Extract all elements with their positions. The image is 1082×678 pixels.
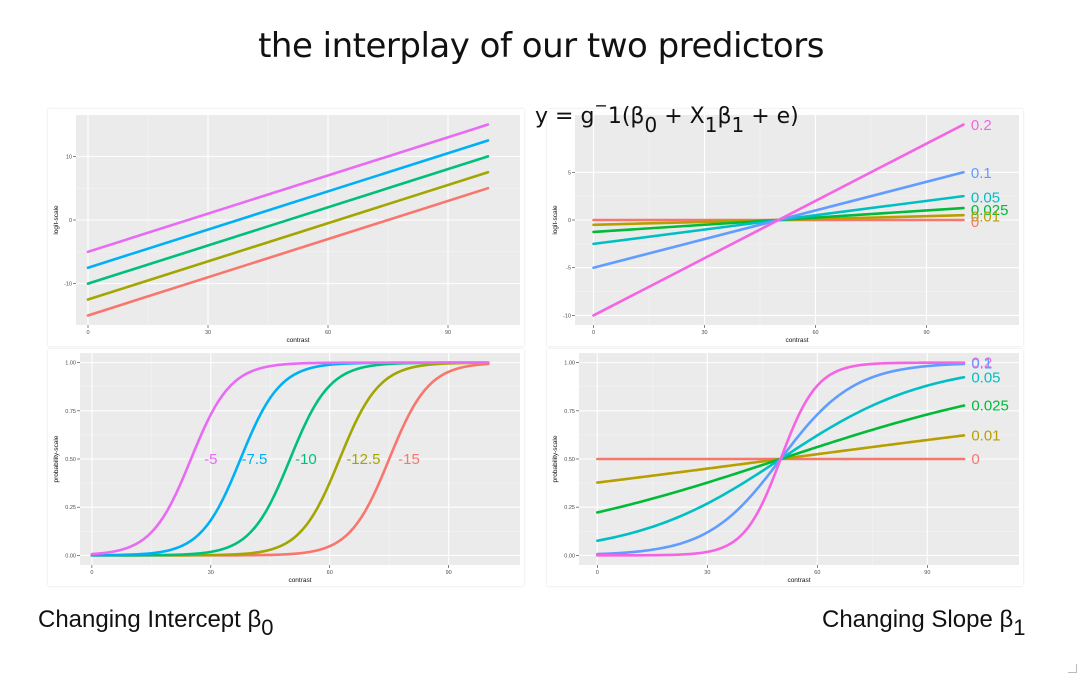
- y-tick-label: 0.25: [564, 505, 575, 511]
- chart-logit-slope: 0 30 60 90 -10 -5 0 5 contrast logit-scale 0.2 0.1 0…: [552, 115, 1019, 344]
- x-tick-label: 60: [325, 330, 331, 336]
- series-label: 0: [971, 451, 979, 468]
- x-axis-title: contrast: [787, 577, 810, 584]
- chart-logit-intercept: 0 30 60 90 -10 0 10 contrast logit-scale: [53, 115, 520, 344]
- series-label: 0.05: [971, 369, 1000, 386]
- y-tick-label: -10: [64, 282, 72, 288]
- y-tick-label: 5: [568, 170, 571, 176]
- formula-inverse-mark: −: [594, 96, 608, 115]
- series-label: 0.025: [971, 202, 1009, 219]
- y-tick-label: 0: [568, 218, 571, 224]
- corner-resize-mark: [1068, 664, 1077, 673]
- x-tick-label: 90: [924, 570, 930, 576]
- series-label: -15: [398, 451, 420, 468]
- x-tick-label: 30: [208, 570, 214, 576]
- series-label: -7.5: [241, 451, 267, 468]
- formula-sub1b: 1: [731, 113, 745, 137]
- series-label: -10: [295, 451, 317, 468]
- x-axis-title: contrast: [286, 337, 309, 344]
- y-axis-title: logit-scale: [552, 205, 559, 235]
- x-tick-label: 30: [205, 330, 211, 336]
- series-line-2: [86, 170, 490, 301]
- series-line-5: [90, 361, 490, 556]
- caption-changing-slope: Changing Slope β1: [822, 606, 1026, 640]
- series-line-3: [86, 155, 490, 285]
- y-tick-label: 0.25: [65, 505, 76, 511]
- formula-sub0: 0: [644, 113, 658, 137]
- x-tick-label: 30: [704, 570, 710, 576]
- x-axis-title: contrast: [785, 337, 808, 344]
- formula-one-paren: 1(β: [607, 104, 645, 129]
- series-label: -12.5: [346, 451, 380, 468]
- x-tick-label: 90: [445, 330, 451, 336]
- y-tick-label: 0.00: [65, 553, 76, 559]
- y-axis-title: probability-scale: [552, 435, 559, 482]
- series-line-5: [86, 123, 490, 254]
- formula-y: y: [535, 104, 549, 129]
- y-tick-label: 1.00: [65, 361, 76, 367]
- x-tick-label: 90: [923, 330, 929, 336]
- y-tick-label: 0.50: [65, 457, 76, 463]
- y-tick-label: 0.00: [564, 553, 575, 559]
- chart-probability-slope: 0 30 60 90 0.00 0.25 0.50 0.75 1.00 contrast proba…: [552, 353, 1019, 584]
- panel-logit-slope: 0 30 60 90 -10 -5 0 5 contrast logit-scale 0.2 0.1 0…: [547, 109, 1023, 346]
- y-tick-label: 0.75: [564, 409, 575, 415]
- x-tick-label: 90: [446, 570, 452, 576]
- y-tick-label: 1.00: [564, 361, 575, 367]
- chart-probability-intercept: 0 30 60 90 0.00 0.25 0.50 0.75 1.00 contrast proba…: [53, 353, 520, 584]
- x-tick-label: 0: [90, 570, 93, 576]
- x-tick-label: 60: [812, 330, 818, 336]
- series-label: 0.01: [971, 209, 1000, 226]
- caption-left-text: Changing Intercept β: [38, 606, 262, 633]
- series-label: 0.05: [971, 190, 1000, 207]
- y-tick-label: 0.50: [564, 457, 575, 463]
- series-label: 0.2: [971, 355, 992, 372]
- panel-probability-intercept: 0 30 60 90 0.00 0.25 0.50 0.75 1.00 contrast proba…: [48, 349, 524, 586]
- series-label: 0.1: [971, 165, 992, 182]
- y-tick-label: 10: [66, 154, 72, 160]
- slide-title: the interplay of our two predictors: [258, 26, 824, 66]
- series-label: 0.1: [971, 356, 992, 373]
- formula-eq: =: [555, 104, 574, 129]
- model-formula: y = g−1(β0 + X1β1 + e): [535, 96, 799, 137]
- caption-left-subscript: 0: [261, 615, 274, 640]
- x-tick-label: 0: [596, 570, 599, 576]
- series-label: 0.025: [971, 398, 1009, 415]
- x-tick-label: 0: [592, 330, 595, 336]
- series-label: 0.01: [971, 427, 1000, 444]
- series-line-1: [86, 186, 490, 317]
- formula-sub1a: 1: [704, 113, 718, 137]
- formula-beta: β: [717, 104, 732, 129]
- x-tick-label: 60: [327, 570, 333, 576]
- y-tick-label: 0: [69, 218, 72, 224]
- x-tick-label: 60: [814, 570, 820, 576]
- caption-right-text: Changing Slope β: [822, 606, 1014, 633]
- x-tick-label: 0: [86, 330, 89, 336]
- caption-changing-intercept: Changing Intercept β0: [38, 606, 274, 640]
- panel-probability-slope: 0 30 60 90 0.00 0.25 0.50 0.75 1.00 contrast proba…: [547, 349, 1023, 586]
- series-line-6: [592, 123, 965, 317]
- series-line-6: [596, 361, 966, 557]
- formula-g: g: [580, 104, 595, 129]
- series-label: -5: [204, 451, 217, 468]
- formula-tail: + e): [751, 104, 799, 129]
- x-tick-label: 30: [701, 330, 707, 336]
- y-tick-label: -5: [566, 266, 571, 272]
- y-axis-title: probability-scale: [53, 435, 60, 482]
- panel-logit-intercept: 0 30 60 90 -10 0 10 contrast logit-scale: [48, 109, 524, 346]
- formula-plus-x: + X: [664, 104, 705, 129]
- series-label: 0: [971, 214, 979, 231]
- series-line-4: [86, 139, 490, 270]
- caption-right-subscript: 1: [1013, 615, 1026, 640]
- y-tick-label: 0.75: [65, 409, 76, 415]
- y-tick-label: -10: [563, 313, 571, 319]
- x-axis-title: contrast: [288, 577, 311, 584]
- y-axis-title: logit-scale: [53, 205, 60, 235]
- series-label: 0.2: [971, 117, 992, 134]
